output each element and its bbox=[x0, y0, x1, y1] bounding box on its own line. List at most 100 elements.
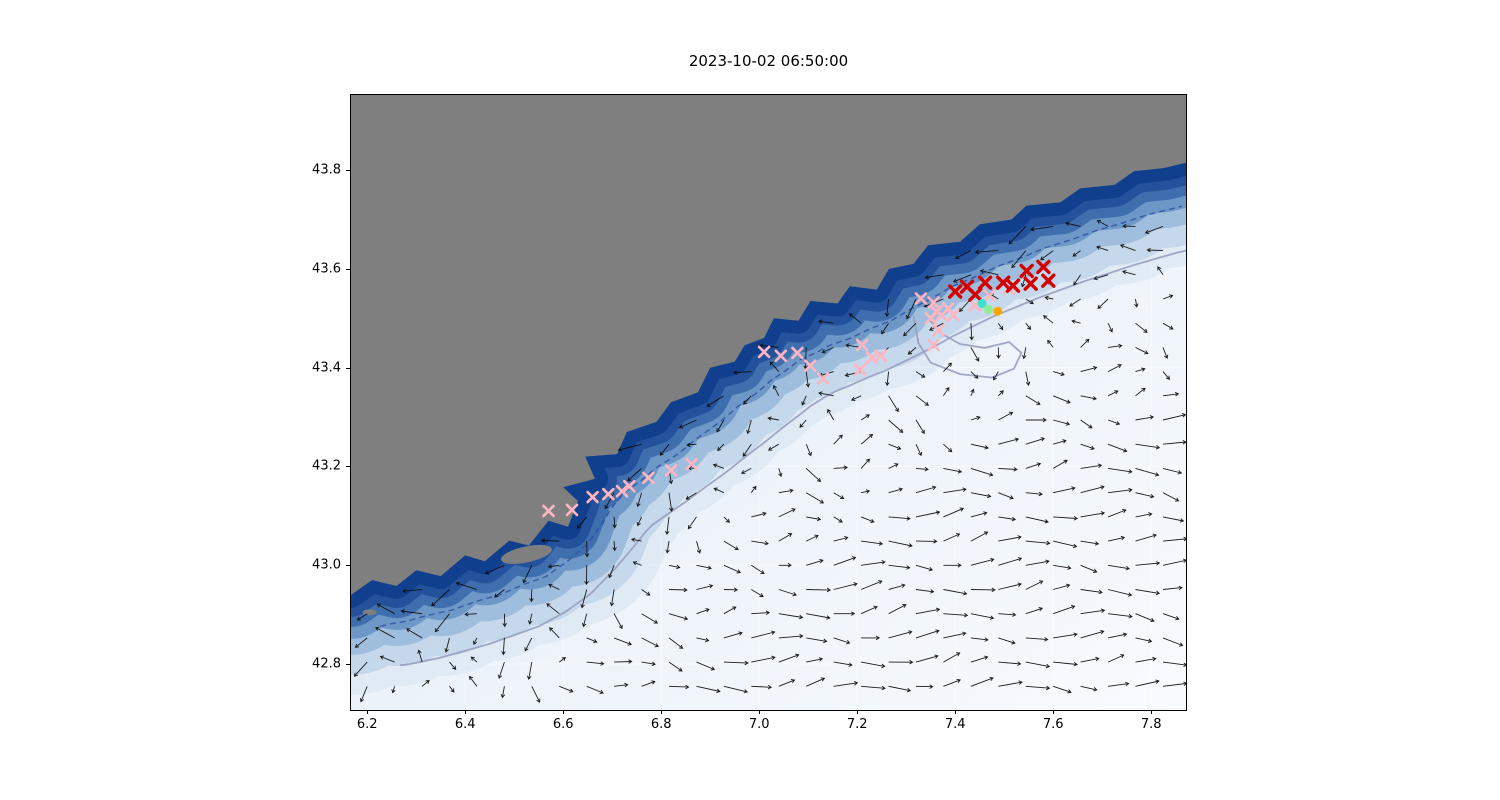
current-arrow bbox=[806, 677, 826, 687]
current-arrow bbox=[1080, 395, 1097, 401]
dashed-contour bbox=[380, 205, 1183, 628]
current-arrow bbox=[861, 540, 884, 546]
current-arrow bbox=[833, 434, 843, 445]
current-arrow bbox=[998, 582, 1022, 590]
current-arrow bbox=[1162, 294, 1174, 300]
current-arrow bbox=[464, 612, 477, 617]
current-arrow bbox=[559, 656, 566, 663]
current-arrow bbox=[970, 655, 989, 663]
current-arrow bbox=[1053, 395, 1071, 404]
current-arrow bbox=[1135, 637, 1153, 644]
current-arrow bbox=[740, 468, 752, 475]
current-arrow bbox=[1135, 415, 1155, 421]
current-arrow bbox=[1071, 319, 1081, 324]
current-arrow bbox=[1025, 371, 1031, 386]
current-arrow bbox=[1135, 512, 1153, 518]
current-arrow bbox=[1021, 347, 1027, 360]
land bbox=[351, 95, 1186, 595]
current-arrow bbox=[881, 322, 889, 335]
current-arrow bbox=[1053, 516, 1078, 521]
current-arrow bbox=[668, 661, 683, 672]
current-arrow bbox=[767, 416, 779, 421]
track-pink-crosses-marker bbox=[927, 296, 940, 309]
current-arrow bbox=[417, 649, 423, 663]
current-arrow bbox=[586, 685, 604, 694]
track-pink-crosses-marker bbox=[816, 372, 830, 385]
current-arrow bbox=[1162, 467, 1183, 475]
current-arrow bbox=[1108, 681, 1130, 687]
series-dot-turquoise bbox=[977, 298, 987, 308]
current-arrow bbox=[717, 443, 725, 452]
current-arrow bbox=[970, 492, 992, 499]
current-arrow bbox=[1108, 343, 1123, 349]
current-arrow bbox=[806, 587, 832, 593]
current-arrow bbox=[1162, 347, 1169, 360]
current-arrow bbox=[641, 589, 651, 596]
current-arrow bbox=[996, 347, 1001, 359]
current-arrow bbox=[1053, 540, 1078, 549]
current-arrow bbox=[1135, 613, 1155, 623]
island bbox=[500, 544, 552, 564]
current-arrow bbox=[1135, 346, 1149, 355]
current-arrow bbox=[1108, 564, 1130, 571]
current-arrow bbox=[641, 680, 656, 687]
current-arrow bbox=[806, 534, 819, 542]
current-arrow bbox=[547, 564, 560, 569]
current-arrow bbox=[668, 492, 674, 512]
current-arrow bbox=[906, 298, 917, 320]
current-arrow bbox=[659, 443, 670, 456]
current-arrow bbox=[678, 419, 697, 429]
current-arrow bbox=[915, 589, 935, 594]
stations-red-crosses-marker bbox=[948, 284, 963, 299]
x-tick-label: 6.4 bbox=[454, 717, 476, 732]
current-arrow bbox=[888, 583, 906, 590]
current-arrow bbox=[943, 612, 969, 618]
current-arrow bbox=[915, 444, 923, 457]
current-arrow bbox=[1093, 274, 1109, 281]
current-arrow bbox=[531, 686, 541, 703]
current-arrow bbox=[484, 564, 505, 575]
current-arrow bbox=[915, 607, 941, 615]
dot-orange-marker bbox=[993, 306, 1003, 316]
current-arrow bbox=[915, 371, 926, 378]
current-arrow bbox=[805, 371, 811, 388]
current-arrow bbox=[1162, 681, 1186, 687]
current-arrow bbox=[806, 516, 822, 522]
current-arrow bbox=[954, 250, 972, 260]
current-arrow bbox=[586, 637, 598, 644]
current-arrow bbox=[801, 395, 807, 406]
current-arrow bbox=[799, 419, 807, 428]
current-arrow bbox=[468, 675, 478, 687]
current-arrow bbox=[970, 587, 996, 593]
current-arrow bbox=[696, 540, 702, 554]
current-arrow bbox=[1080, 589, 1103, 595]
current-arrow bbox=[1157, 266, 1164, 276]
current-arrow bbox=[778, 613, 804, 620]
current-arrow bbox=[696, 564, 712, 570]
current-arrow bbox=[851, 395, 862, 401]
current-arrow bbox=[636, 516, 643, 527]
current-arrow bbox=[861, 635, 881, 641]
current-arrow bbox=[970, 511, 988, 518]
current-arrow bbox=[627, 468, 642, 482]
current-arrow bbox=[548, 583, 560, 590]
current-arrow bbox=[998, 535, 1022, 542]
current-arrow bbox=[1043, 315, 1054, 324]
x-tick-label: 7.4 bbox=[944, 717, 966, 732]
map-canvas bbox=[351, 95, 1186, 710]
current-arrow bbox=[860, 414, 870, 421]
current-arrow bbox=[1025, 322, 1032, 330]
track-pink-crosses-marker bbox=[927, 338, 940, 352]
current-arrow bbox=[1025, 395, 1041, 405]
track-pink-crosses-marker bbox=[615, 484, 629, 498]
current-arrow bbox=[1011, 250, 1027, 269]
current-arrow bbox=[1044, 295, 1054, 301]
x-tick-label: 6.2 bbox=[356, 717, 378, 732]
current-arrow bbox=[1053, 486, 1076, 494]
current-arrow bbox=[970, 637, 989, 642]
current-arrow bbox=[1107, 589, 1133, 597]
current-arrow bbox=[998, 661, 1022, 666]
current-arrow bbox=[668, 613, 689, 621]
track-pink-crosses-marker bbox=[757, 345, 771, 359]
current-arrow bbox=[1135, 656, 1157, 663]
